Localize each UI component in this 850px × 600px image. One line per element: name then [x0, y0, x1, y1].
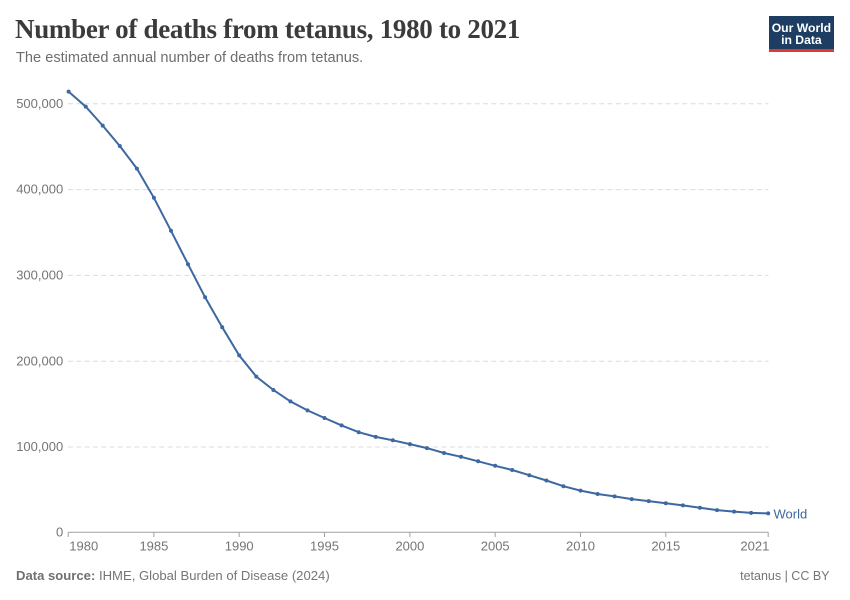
svg-text:2010: 2010	[566, 538, 595, 553]
svg-text:World: World	[774, 506, 808, 521]
svg-text:1995: 1995	[310, 538, 339, 553]
svg-text:0: 0	[56, 524, 63, 539]
svg-text:1990: 1990	[225, 538, 254, 553]
svg-text:2000: 2000	[395, 538, 424, 553]
svg-text:2015: 2015	[651, 538, 680, 553]
svg-text:2005: 2005	[481, 538, 510, 553]
svg-text:300,000: 300,000	[16, 268, 63, 283]
svg-text:400,000: 400,000	[16, 182, 63, 197]
svg-text:500,000: 500,000	[16, 96, 63, 111]
svg-text:1985: 1985	[139, 538, 168, 553]
svg-text:100,000: 100,000	[16, 439, 63, 454]
svg-text:1980: 1980	[69, 538, 98, 553]
svg-text:200,000: 200,000	[16, 353, 63, 368]
svg-text:2021: 2021	[740, 538, 769, 553]
